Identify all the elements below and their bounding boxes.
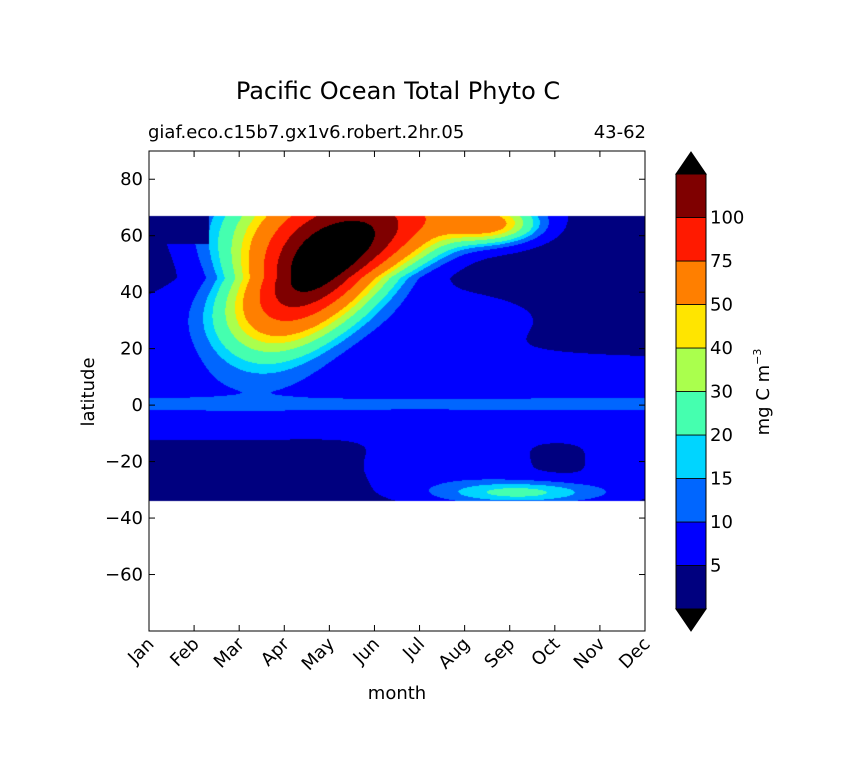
x-tick-label: Oct [527, 634, 564, 671]
x-axis-label: month [368, 683, 426, 704]
colorbar-bin [675, 434, 707, 479]
colorbar-bin [675, 347, 707, 392]
x-tick-label: Sep [480, 634, 519, 673]
x-tick-label: Jun [349, 634, 384, 669]
colorbar: 5 10 15 20 30 40 50 75 100 [675, 151, 744, 632]
colorbar-tick-label: 15 [710, 469, 733, 490]
colorbar-bin [675, 217, 707, 262]
colorbar-frame [675, 173, 707, 610]
x-tick-label: May [298, 633, 339, 674]
colorbar-tick-label: 75 [710, 251, 733, 272]
colorbar-tick-label: 100 [710, 208, 744, 229]
colorbar-label-exponent: −3 [751, 349, 764, 365]
colorbar-tick-label: 20 [710, 425, 733, 446]
x-tick-label: Dec [615, 634, 654, 673]
y-tick-label: 0 [132, 395, 143, 416]
colorbar-under-triangle [675, 608, 707, 632]
colorbar-bin [675, 304, 707, 349]
x-tick-label: Jul [398, 634, 429, 665]
y-tick-label: 80 [120, 169, 143, 190]
y-axis-label: latitude [78, 357, 99, 426]
chart-subtitle-right: 43-62 [594, 122, 646, 143]
y-axis: 80 60 40 20 0 −20 −40 −60 [105, 169, 645, 586]
colorbar-bin [675, 478, 707, 523]
y-tick-label: −60 [105, 565, 143, 586]
x-tick-label: Jan [123, 634, 158, 669]
colorbar-bin [675, 565, 707, 610]
colorbar-tick-label: 5 [710, 556, 721, 577]
colorbar-tick-label: 50 [710, 295, 733, 316]
y-tick-label: 20 [120, 339, 143, 360]
x-tick-label: Aug [434, 634, 474, 674]
colorbar-bin [675, 521, 707, 566]
x-tick-label: Apr [257, 633, 294, 670]
colorbar-label: mg C m−3 [751, 349, 774, 436]
x-tick-label: Mar [210, 633, 249, 672]
plot-area: Jan Feb Mar Apr May Jun Jul Aug Sep Oct Nov Dec 80 6… [105, 150, 655, 675]
x-tick-label: Feb [166, 634, 203, 671]
y-tick-label: −40 [105, 508, 143, 529]
chart-subtitle-left: giaf.eco.c15b7.gx1v6.robert.2hr.05 [148, 122, 464, 143]
heatmap-image [149, 151, 645, 631]
y-tick-label: −20 [105, 452, 143, 473]
colorbar-bin [675, 173, 707, 218]
colorbar-over-triangle [675, 151, 707, 175]
chart-title: Pacific Ocean Total Phyto C [236, 77, 560, 105]
colorbar-tick-label: 30 [710, 382, 733, 403]
y-tick-label: 60 [120, 226, 143, 247]
x-tick-label: Nov [570, 633, 610, 673]
colorbar-bin [675, 391, 707, 436]
colorbar-tick-label: 10 [710, 512, 733, 533]
plot-frame [148, 150, 646, 632]
colorbar-tick-label: 40 [710, 338, 733, 359]
colorbar-bin [675, 260, 707, 305]
y-tick-label: 40 [120, 282, 143, 303]
colorbar-label-base: mg C m [753, 365, 774, 436]
